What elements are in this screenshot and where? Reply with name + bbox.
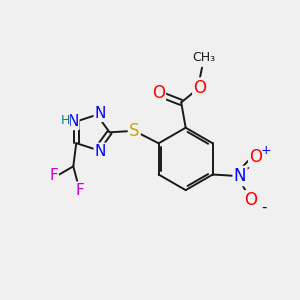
Text: N: N xyxy=(95,144,106,159)
Text: O: O xyxy=(152,84,165,102)
Text: S: S xyxy=(129,122,140,140)
Text: N: N xyxy=(67,114,78,129)
Text: N: N xyxy=(234,167,246,185)
Text: F: F xyxy=(49,168,58,183)
Text: N: N xyxy=(95,106,106,121)
Text: +: + xyxy=(261,144,271,157)
Text: -: - xyxy=(261,200,267,214)
Text: O: O xyxy=(244,191,257,209)
Text: O: O xyxy=(249,148,262,166)
Text: O: O xyxy=(194,79,206,97)
Text: H: H xyxy=(60,114,70,128)
Text: F: F xyxy=(76,183,85,198)
Text: CH₃: CH₃ xyxy=(192,51,215,64)
